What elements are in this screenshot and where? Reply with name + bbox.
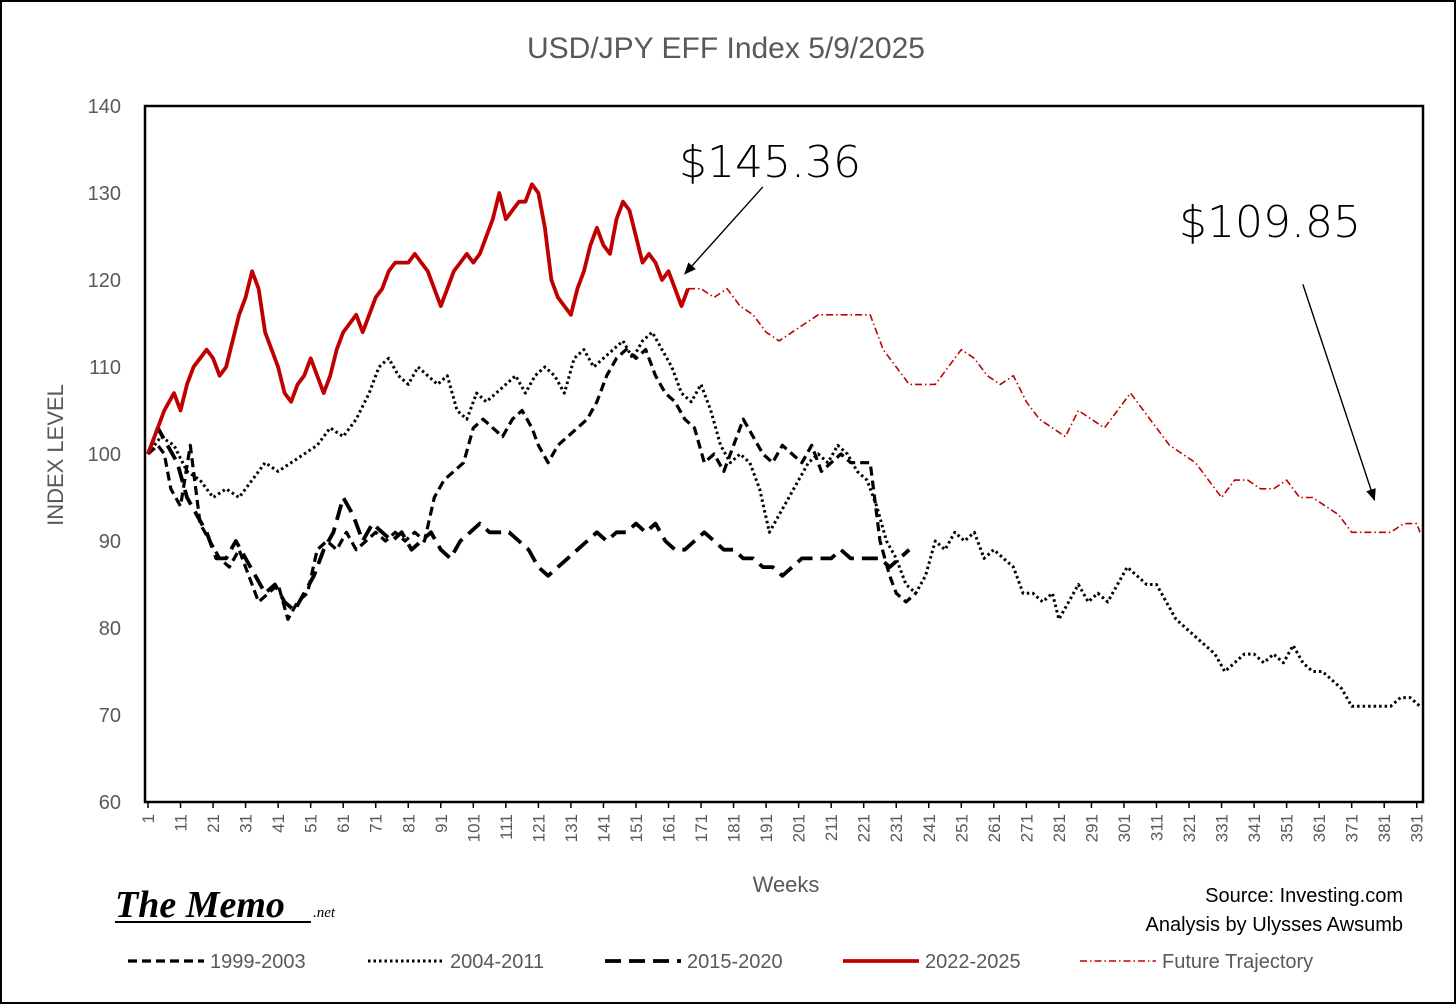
y-tick-label: 90 [99, 531, 121, 553]
x-tick-label: 271 [1017, 814, 1036, 842]
x-tick-label: 141 [594, 814, 613, 842]
x-tick-label: 101 [464, 814, 483, 842]
x-tick-label: 311 [1147, 814, 1166, 841]
logo-main-text: The Memo [115, 884, 285, 926]
legend-label: Future Trajectory [1162, 951, 1313, 973]
x-tick-label: 201 [790, 814, 809, 842]
x-tick-label: 181 [725, 814, 744, 842]
x-tick-label: 21 [204, 814, 223, 833]
annotation-layer: $145.36 $109.85 [679, 137, 1376, 502]
legend-label: 2022-2025 [925, 951, 1021, 973]
legend: 1999-2003 2004-2011 2015-2020 2022-2025 Futu… [128, 951, 1313, 973]
x-axis-title: Weeks [753, 872, 820, 897]
chart-title: USD/JPY EFF Index 5/9/2025 [527, 32, 925, 65]
y-axis-ticks: 60 70 80 90 100 110 120 130 140 [88, 96, 121, 814]
x-tick-label: 71 [367, 814, 386, 833]
x-tick-label: 81 [399, 814, 418, 833]
x-tick-label: 121 [529, 814, 548, 842]
logo: The Memo .net [115, 884, 336, 926]
logo-sub-text: .net [313, 905, 336, 921]
annotation-arrow [684, 186, 764, 275]
series-line-2015-2020 [146, 425, 911, 613]
x-tick-label: 61 [334, 814, 353, 833]
x-tick-label: 211 [822, 814, 841, 841]
x-tick-label: 41 [269, 814, 288, 833]
x-tick-label: 351 [1278, 814, 1297, 842]
annotation-label: $145.36 [679, 137, 861, 188]
y-tick-label: 110 [89, 357, 121, 379]
x-tick-label: 191 [757, 814, 776, 842]
series-line-2022-2025 [146, 182, 690, 455]
source-line-2: Analysis by Ulysses Awsumb [1146, 914, 1404, 936]
series-layer [146, 182, 1421, 708]
x-tick-label: 261 [985, 814, 1004, 842]
x-tick-label: 151 [627, 814, 646, 842]
y-tick-label: 80 [99, 618, 121, 640]
x-tick-label: 331 [1213, 814, 1232, 842]
x-tick-label: 361 [1310, 814, 1329, 842]
y-tick-label: 60 [99, 792, 121, 814]
x-tick-label: 11 [172, 814, 191, 832]
legend-label: 2015-2020 [687, 951, 783, 973]
x-tick-label: 131 [562, 814, 581, 842]
y-tick-label: 140 [88, 96, 121, 118]
x-tick-label: 381 [1375, 814, 1394, 842]
x-tick-label: 231 [887, 814, 906, 842]
x-tick-label: 51 [302, 814, 321, 833]
y-tick-label: 100 [88, 444, 121, 466]
y-tick-label: 130 [88, 183, 121, 205]
x-tick-label: 341 [1245, 814, 1264, 842]
x-tick-label: 301 [1115, 814, 1134, 842]
series-line-1999-2003 [146, 348, 917, 621]
source-line-1: Source: Investing.com [1205, 885, 1403, 907]
x-tick-label: 371 [1343, 814, 1362, 842]
x-axis-ticks: 1 11 21 31 41 51 61 71 81 91 101 111 121 131 141 151 161… [139, 802, 1427, 842]
x-tick-label: 221 [855, 814, 874, 842]
x-tick-label: 161 [660, 814, 679, 842]
x-tick-label: 241 [920, 814, 939, 842]
y-axis-title: INDEX LEVEL [43, 384, 68, 526]
x-tick-label: 321 [1180, 814, 1199, 842]
x-tick-label: 91 [432, 814, 451, 833]
legend-label: 2004-2011 [450, 951, 544, 973]
x-tick-label: 281 [1050, 814, 1069, 842]
annotation-label: $109.85 [1179, 197, 1361, 248]
annotation-arrow [1302, 284, 1376, 502]
x-tick-label: 391 [1408, 814, 1427, 842]
x-tick-label: 1 [139, 814, 158, 823]
y-tick-label: 120 [88, 270, 121, 292]
x-tick-label: 111 [497, 814, 516, 840]
series-line-future-trajectory [688, 287, 1421, 534]
x-tick-label: 291 [1082, 814, 1101, 842]
x-tick-label: 31 [237, 814, 256, 833]
legend-label: 1999-2003 [210, 951, 306, 973]
x-tick-label: 251 [952, 814, 971, 842]
y-tick-label: 70 [99, 705, 121, 727]
plot-area [143, 104, 1425, 804]
x-tick-label: 171 [692, 814, 711, 842]
